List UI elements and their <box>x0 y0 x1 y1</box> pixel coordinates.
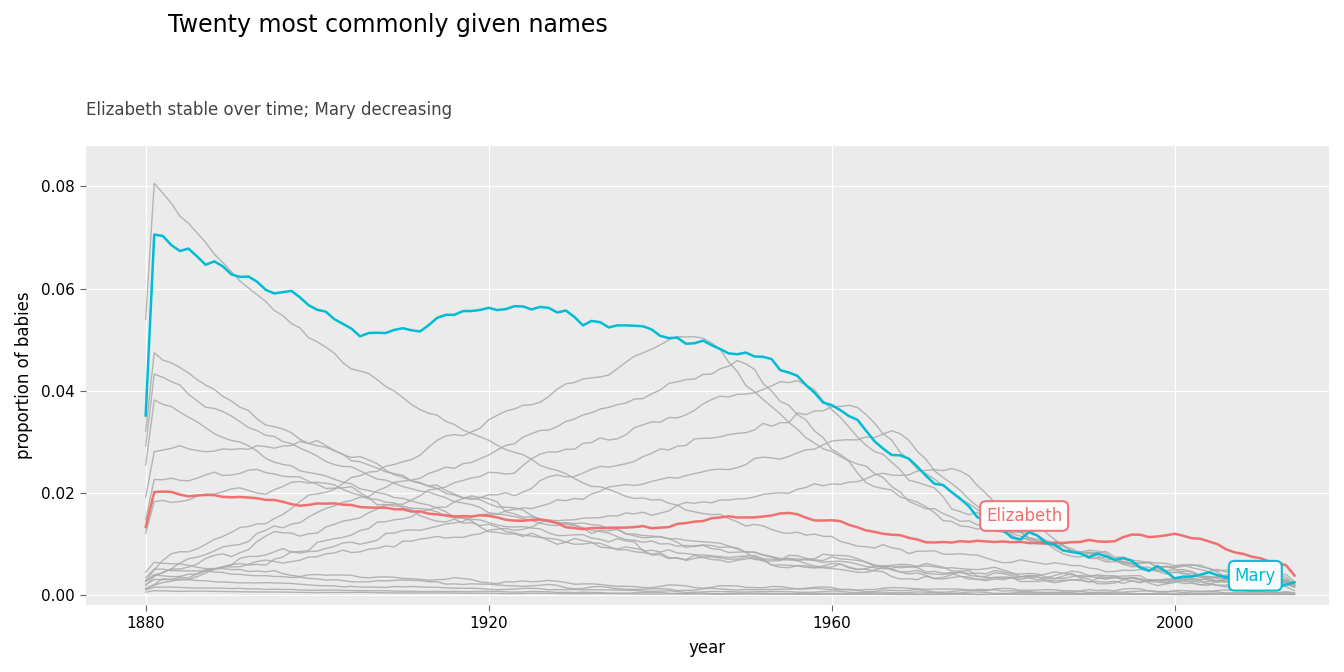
Text: Mary: Mary <box>1235 566 1275 585</box>
X-axis label: year: year <box>688 639 726 657</box>
Text: Elizabeth: Elizabeth <box>986 507 1062 525</box>
Text: Twenty most commonly given names: Twenty most commonly given names <box>168 13 607 38</box>
Text: Elizabeth stable over time; Mary decreasing: Elizabeth stable over time; Mary decreas… <box>86 101 452 119</box>
Y-axis label: proportion of babies: proportion of babies <box>15 292 34 459</box>
